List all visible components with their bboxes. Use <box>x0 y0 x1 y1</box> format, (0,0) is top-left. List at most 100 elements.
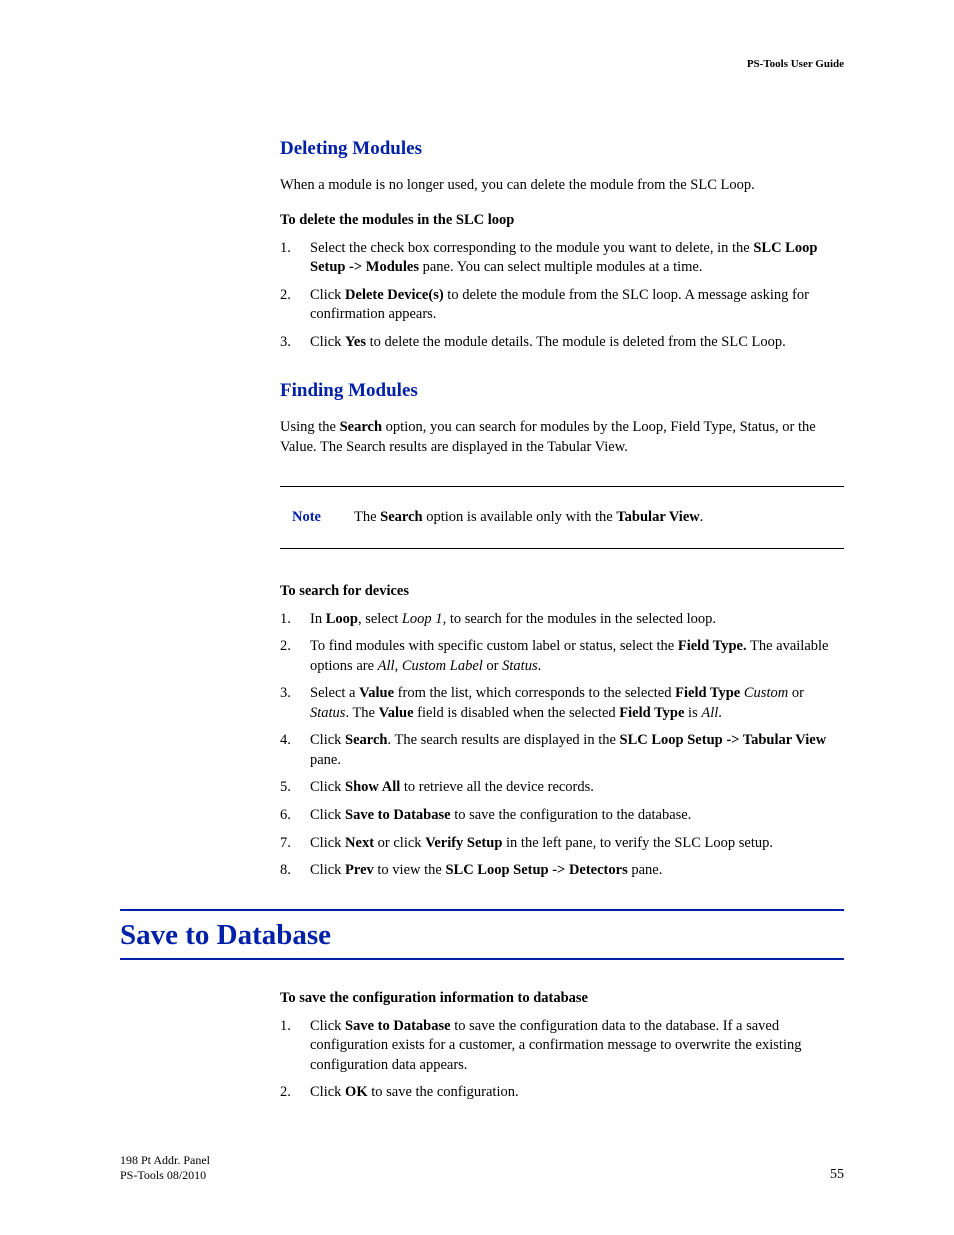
text: Select the check box corresponding to th… <box>310 240 753 256</box>
text-italic: All <box>701 705 718 721</box>
text: , to search for the modules in the selec… <box>443 611 716 627</box>
text-bold: Search <box>380 509 422 525</box>
text-italic: Custom <box>744 685 788 701</box>
text: Select a <box>310 685 359 701</box>
rule-bottom <box>120 958 844 960</box>
text-bold: OK <box>345 1084 368 1100</box>
deleting-steps: Select the check box corresponding to th… <box>280 239 844 353</box>
footer-line-1: 198 Pt Addr. Panel <box>120 1153 210 1168</box>
text-bold: Tabular View <box>616 509 699 525</box>
page-footer: 198 Pt Addr. Panel PS-Tools 08/2010 55 <box>120 1153 844 1183</box>
text: Click <box>310 1018 345 1034</box>
text: The <box>354 509 380 525</box>
text-bold: Delete Device(s) <box>345 287 444 303</box>
deleting-step-3: Click Yes to delete the module details. … <box>280 333 844 353</box>
deleting-step-2: Click Delete Device(s) to delete the mod… <box>280 286 844 325</box>
text: Click <box>310 334 345 350</box>
finding-intro: Using the Search option, you can search … <box>280 418 844 457</box>
text-bold: Search <box>345 732 387 748</box>
text-italic: Loop 1 <box>402 611 443 627</box>
text-italic: All <box>378 658 395 674</box>
heading-finding-modules: Finding Modules <box>280 380 844 402</box>
text: Click <box>310 1084 345 1100</box>
text: from the list, which corresponds to the … <box>394 685 675 701</box>
text: In <box>310 611 326 627</box>
finding-step-6: Click Save to Database to save the confi… <box>280 806 844 826</box>
header-doc-title: PS-Tools User Guide <box>747 58 844 70</box>
text: . <box>718 705 722 721</box>
text: pane. You can select multiple modules at… <box>419 259 703 275</box>
text: Click <box>310 732 345 748</box>
deleting-intro: When a module is no longer used, you can… <box>280 176 844 196</box>
text-bold: Verify Setup <box>425 835 502 851</box>
text: . <box>538 658 542 674</box>
text-bold: Field Type <box>619 705 684 721</box>
text-bold: Prev <box>345 862 374 878</box>
finding-step-8: Click Prev to view the SLC Loop Setup ->… <box>280 861 844 881</box>
save-subhead: To save the configuration information to… <box>280 990 844 1007</box>
finding-step-1: In Loop, select Loop 1, to search for th… <box>280 610 844 630</box>
finding-step-3: Select a Value from the list, which corr… <box>280 684 844 723</box>
save-steps: Click Save to Database to save the confi… <box>280 1017 844 1103</box>
text-bold: Loop <box>326 611 358 627</box>
text: is <box>684 705 701 721</box>
text: pane. <box>628 862 663 878</box>
save-step-1: Click Save to Database to save the confi… <box>280 1017 844 1076</box>
text-italic: Custom Label <box>402 658 483 674</box>
text-bold: Show All <box>345 779 400 795</box>
text: to save the configuration to the databas… <box>451 807 692 823</box>
text: . The search results are displayed in th… <box>387 732 619 748</box>
text: To find modules with specific custom lab… <box>310 638 678 654</box>
text-bold: Save to Database <box>345 807 451 823</box>
text: or <box>483 658 502 674</box>
text-bold: SLC Loop Setup -> Detectors <box>445 862 627 878</box>
text-bold: Next <box>345 835 374 851</box>
note-label: Note <box>292 509 354 526</box>
section-save-to-database: Save to Database <box>120 909 844 960</box>
finding-step-2: To find modules with specific custom lab… <box>280 637 844 676</box>
text: Using the <box>280 419 340 435</box>
finding-step-5: Click Show All to retrieve all the devic… <box>280 778 844 798</box>
rule-top <box>120 909 844 911</box>
text-bold: Save to Database <box>345 1018 451 1034</box>
finding-step-4: Click Search. The search results are dis… <box>280 731 844 770</box>
text: pane. <box>310 752 341 768</box>
text: Click <box>310 807 345 823</box>
finding-subhead: To search for devices <box>280 583 844 600</box>
finding-steps: In Loop, select Loop 1, to search for th… <box>280 610 844 881</box>
text: Click <box>310 779 345 795</box>
text: to view the <box>374 862 446 878</box>
section-deleting-modules: Deleting Modules When a module is no lon… <box>280 138 844 881</box>
text-bold: Yes <box>345 334 366 350</box>
text: or <box>788 685 804 701</box>
text: field is disabled when the selected <box>414 705 620 721</box>
text-italic: Status <box>502 658 537 674</box>
footer-page-number: 55 <box>830 1167 844 1183</box>
text: to save the configuration. <box>368 1084 519 1100</box>
text: , <box>395 658 402 674</box>
footer-line-2: PS-Tools 08/2010 <box>120 1168 210 1183</box>
text-bold: Search <box>340 419 382 435</box>
save-step-2: Click OK to save the configuration. <box>280 1083 844 1103</box>
text-bold: Field Type. <box>678 638 747 654</box>
text-bold: Value <box>379 705 414 721</box>
text: in the left pane, to verify the SLC Loop… <box>502 835 773 851</box>
text: . The <box>345 705 378 721</box>
deleting-subhead: To delete the modules in the SLC loop <box>280 212 844 229</box>
text-italic: Status <box>310 705 345 721</box>
finding-step-7: Click Next or click Verify Setup in the … <box>280 834 844 854</box>
text-bold: Field Type <box>675 685 740 701</box>
text: option is available only with the <box>423 509 617 525</box>
page: PS-Tools User Guide Deleting Modules Whe… <box>0 0 954 1235</box>
footer-left: 198 Pt Addr. Panel PS-Tools 08/2010 <box>120 1153 210 1183</box>
note-text: The Search option is available only with… <box>354 509 844 526</box>
text: to delete the module details. The module… <box>366 334 786 350</box>
save-content: To save the configuration information to… <box>280 990 844 1103</box>
text: or click <box>374 835 425 851</box>
note-box: Note The Search option is available only… <box>280 486 844 549</box>
text-bold: SLC Loop Setup -> Tabular View <box>620 732 827 748</box>
heading-save-to-database: Save to Database <box>120 917 844 958</box>
text: . <box>700 509 704 525</box>
text: to retrieve all the device records. <box>400 779 594 795</box>
text: Click <box>310 287 345 303</box>
